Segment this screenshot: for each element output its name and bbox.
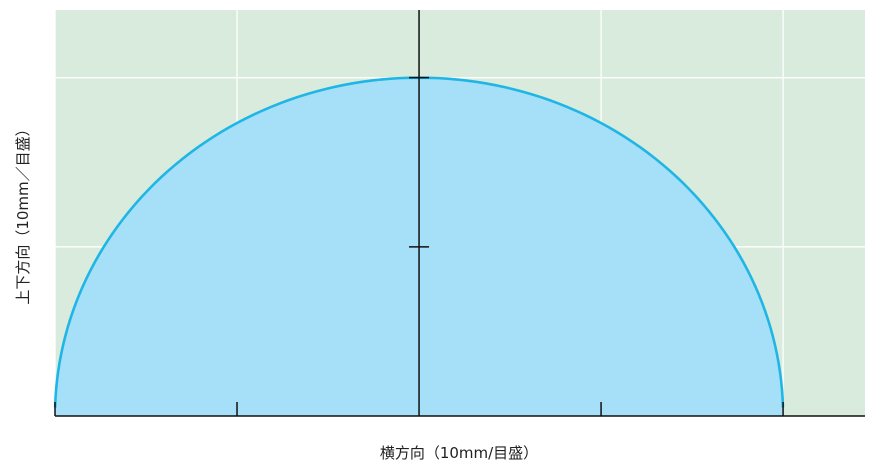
y-axis-title: 上下方向（10mm／目盛） [14, 121, 32, 304]
x-axis-title: 横方向（10mm/目盛） [380, 444, 538, 462]
axes [54, 10, 865, 417]
